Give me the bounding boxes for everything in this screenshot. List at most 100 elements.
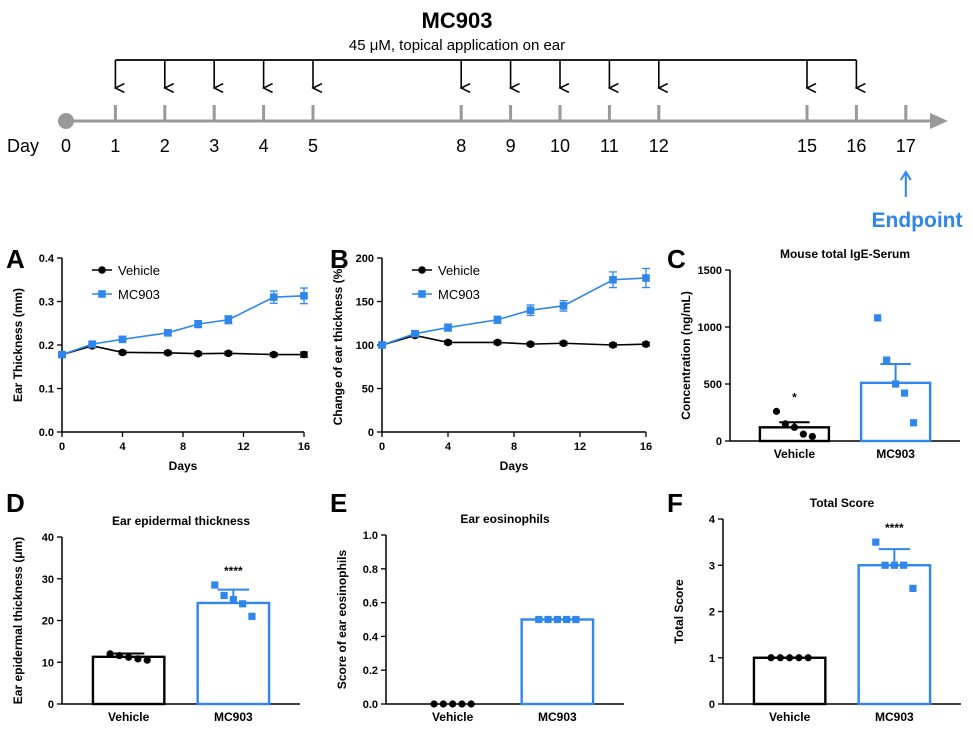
data-point: [220, 591, 228, 600]
y-tick-label: 1: [709, 653, 715, 665]
panel-letter-b: B: [330, 244, 349, 274]
bar-group-vehicle: [430, 700, 475, 708]
y-tick-label: 0: [368, 427, 374, 439]
data-point: [430, 700, 438, 708]
bar: [859, 381, 932, 443]
y-tick-label: 0.1: [39, 384, 54, 396]
series-line: [61, 345, 304, 356]
timeline-day-label: 9: [506, 136, 516, 156]
data-point: [553, 615, 561, 624]
data-point: [269, 350, 278, 359]
timeline-day-label: 16: [846, 136, 866, 156]
timeline-day0-dot: [58, 113, 74, 129]
series-line: [381, 277, 647, 346]
timeline-day-label: Day: [7, 136, 39, 156]
x-tick-label: 12: [237, 441, 249, 453]
data-point: [795, 654, 803, 662]
y-tick-label: 0.0: [363, 699, 378, 711]
data-point: [776, 654, 784, 662]
y-tick-label: 0: [48, 699, 54, 711]
y-tick-label: 0: [716, 436, 722, 448]
data-point: [224, 349, 233, 358]
panel-letter-a: A: [6, 244, 25, 274]
chart-f: 0 1 2 3 4 Total Score Total Score Vehicle MC903 *…: [672, 496, 961, 724]
data-point: [118, 348, 127, 357]
timeline-day-label: 4: [259, 136, 269, 156]
y-tick-label: 100: [356, 340, 374, 352]
y-tick-label: 200: [356, 253, 374, 265]
timeline-endpoint-label: Endpoint: [872, 209, 963, 232]
y-axis-title: Change of ear thickness (%): [331, 265, 345, 426]
bar: [196, 601, 271, 706]
y-tick-label: 0.8: [363, 564, 378, 576]
chart-e: 0.0 0.2 0.4 0.6 0.8 1.0 Score of ear eosinophi…: [335, 512, 624, 724]
legend-label: MC903: [118, 287, 160, 302]
timeline-subtitle: 45 μM, topical application on ear: [349, 37, 565, 54]
y-tick-label: 4: [709, 514, 716, 526]
data-point: [248, 612, 256, 620]
y-axis-title: Ear Thickness (mm): [11, 288, 25, 402]
timeline-axis-arrowhead: [930, 113, 948, 129]
data-point: [883, 356, 891, 364]
data-point: [786, 654, 794, 662]
x-tick-label: MC903: [876, 447, 915, 461]
y-tick-label: 1000: [698, 322, 722, 334]
timeline-day-label: 11: [600, 136, 619, 156]
bar: [91, 655, 166, 706]
series-line: [381, 334, 647, 346]
y-tick-label: 0: [709, 699, 715, 711]
x-tick-label: 0: [59, 441, 65, 453]
endpoint-arrowhead: [899, 170, 912, 181]
chart-c: 0 500 1000 1500 Concentration (ng/mL) Mouse t…: [679, 247, 960, 461]
legend-marker: [418, 290, 426, 298]
y-axis-title: Total Score: [672, 579, 686, 644]
chart-title: Ear epidermal thickness: [112, 514, 250, 528]
data-point: [874, 314, 882, 322]
data-point: [881, 561, 889, 569]
y-tick-label: 1500: [698, 265, 722, 277]
bar: [857, 564, 932, 706]
data-point: [115, 651, 123, 660]
panel-letters: A B C D E F: [6, 244, 686, 518]
data-point: [799, 430, 807, 438]
chart-title: Ear eosinophils: [460, 512, 550, 526]
x-tick-label: 4: [119, 441, 126, 453]
data-point: [88, 340, 97, 348]
data-point: [642, 340, 650, 348]
data-point: [890, 561, 898, 569]
x-tick-label: Vehicle: [432, 710, 474, 724]
x-tick-label: 8: [180, 441, 186, 453]
data-point: [559, 302, 568, 310]
y-tick-label: 500: [704, 379, 722, 391]
panel-letter-c: C: [667, 244, 686, 274]
legend-marker: [98, 266, 106, 274]
data-point: [449, 700, 457, 708]
x-tick-label: Vehicle: [774, 447, 816, 461]
data-point: [300, 292, 308, 300]
data-point: [58, 350, 66, 359]
data-point: [134, 655, 142, 663]
timeline-day-label: 5: [308, 136, 318, 156]
y-tick-label: 0.0: [39, 427, 54, 439]
data-point: [563, 615, 571, 624]
data-point: [642, 274, 650, 282]
data-point: [467, 700, 475, 708]
y-axis-title: Ear epidermal thickness (μm): [11, 537, 25, 704]
y-tick-label: 20: [42, 616, 54, 628]
bar: [520, 618, 595, 706]
y-tick-label: 40: [42, 532, 54, 544]
panel-letter-f: F: [667, 488, 683, 518]
series-mc903: [58, 287, 308, 359]
bar: [752, 656, 827, 706]
legend-label: Vehicle: [118, 263, 160, 278]
timeline-title: MC903: [422, 8, 493, 33]
timeline-day-label: 17: [896, 136, 916, 156]
y-tick-label: 0.4: [39, 253, 55, 265]
y-tick-label: 150: [356, 297, 374, 309]
y-tick-label: 0.2: [39, 340, 54, 352]
y-tick-label: 50: [362, 384, 374, 396]
chart-b: 0 50 100 150 200 Change of ear thickness (%) 0…: [331, 253, 652, 473]
x-tick-label: 16: [298, 441, 310, 453]
